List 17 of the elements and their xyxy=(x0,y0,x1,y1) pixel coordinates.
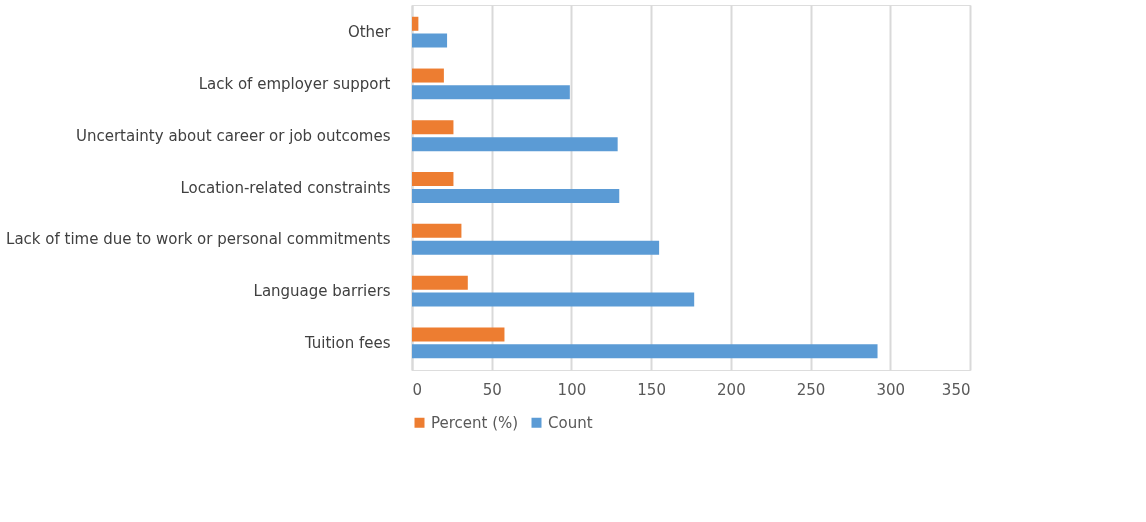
y-tick-label: Other xyxy=(347,23,392,42)
x-tick-label: 50 xyxy=(482,380,502,399)
x-tick-label: 250 xyxy=(796,380,826,399)
y-tick-label: Tuition fees xyxy=(303,333,391,352)
y-tick-label: Lack of time due to work or personal commitments xyxy=(6,230,391,249)
x-tick-label: 0 xyxy=(412,380,423,399)
x-tick-label: 350 xyxy=(941,380,971,399)
y-tick-label: Location-related constraints xyxy=(180,178,391,197)
y-tick-label: Uncertainty about career or job outcomes xyxy=(75,126,391,145)
legend-label: Percent (%) xyxy=(431,413,519,432)
y-tick-label: Lack of employer support xyxy=(198,74,391,93)
x-tick-label: 200 xyxy=(717,380,746,399)
y-tick-label: Language barriers xyxy=(253,282,391,301)
x-tick-label: 150 xyxy=(637,380,666,399)
x-tick-label: 100 xyxy=(557,380,587,399)
x-tick-label: 300 xyxy=(876,380,906,399)
legend-label: Count xyxy=(548,413,593,432)
